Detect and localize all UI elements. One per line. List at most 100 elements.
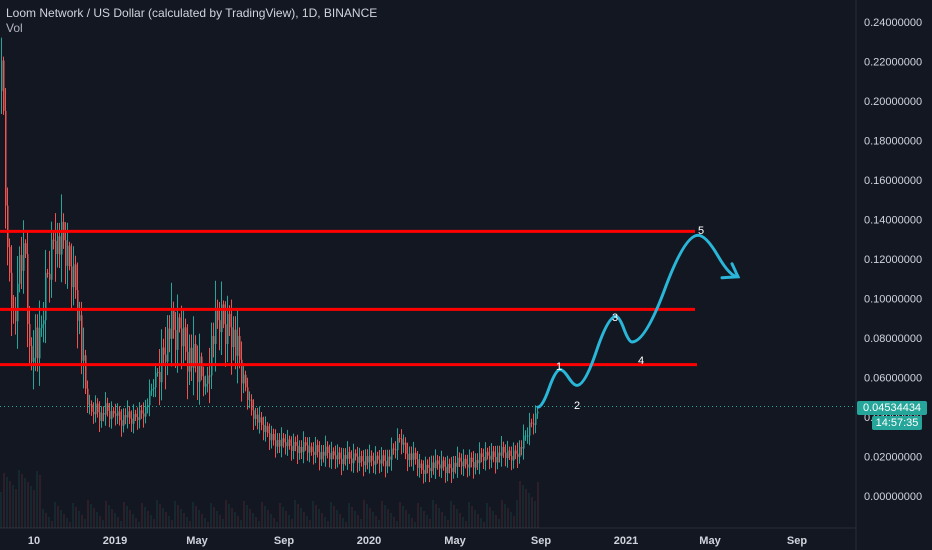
candle-body — [259, 417, 261, 423]
volume-bar — [30, 486, 32, 528]
candle-body — [43, 320, 45, 325]
candle-body — [339, 452, 341, 459]
candle-body — [381, 455, 383, 464]
candle-body — [77, 290, 79, 321]
candle-body — [177, 317, 179, 350]
volume-bar — [384, 505, 386, 528]
volume-bar — [387, 509, 389, 528]
candle-body — [521, 447, 523, 449]
volume-bar — [297, 504, 299, 528]
candle-body — [395, 449, 397, 451]
candle-body — [59, 236, 61, 255]
candle-body — [95, 403, 97, 415]
volume-bar — [204, 518, 206, 528]
candle-body — [317, 445, 319, 453]
candle-body — [417, 459, 419, 468]
candle-body — [103, 413, 105, 415]
volume-bar — [111, 509, 113, 528]
volume-bar — [492, 511, 494, 528]
x-tick-label: 2020 — [357, 535, 381, 547]
volume-bar — [348, 503, 350, 528]
volume-bar — [372, 512, 374, 528]
volume-bar — [57, 506, 59, 528]
volume-bar — [324, 517, 326, 528]
volume-bar — [123, 502, 125, 528]
candle-body — [353, 453, 355, 464]
candle-body — [55, 240, 57, 255]
volume-bar — [429, 519, 431, 528]
candle-body — [533, 423, 535, 425]
candle-body — [21, 255, 23, 271]
candle-body — [113, 411, 115, 414]
volume-bar — [480, 518, 482, 528]
volume-bar — [258, 521, 260, 528]
candle-body — [421, 463, 423, 470]
candle-body — [189, 347, 191, 372]
volume-bar — [342, 518, 344, 528]
candle-body — [81, 315, 83, 361]
candle-body — [171, 310, 173, 339]
volume-bar — [9, 481, 11, 528]
candle-body — [65, 240, 67, 266]
candle-body — [343, 454, 345, 465]
candle-body — [483, 456, 485, 461]
volume-bar — [507, 508, 509, 528]
candle-body — [337, 452, 339, 460]
candle-body — [249, 399, 251, 401]
candle-body — [193, 343, 195, 368]
candle-body — [397, 437, 399, 451]
volume-bar — [171, 520, 173, 528]
candle-body — [91, 404, 93, 412]
wave-label: 1 — [556, 361, 562, 373]
volume-bar — [450, 501, 452, 528]
candle-body — [407, 453, 409, 461]
x-tick-label: May — [699, 535, 721, 547]
candle-body — [429, 467, 431, 472]
volume-bar — [168, 516, 170, 528]
volume-bar — [126, 506, 128, 528]
candle-body — [511, 456, 513, 461]
volume-bar — [369, 508, 371, 528]
volume-bar — [474, 510, 476, 528]
volume-bar — [240, 520, 242, 528]
y-tick-label: 0.10000000 — [864, 294, 922, 306]
candle-body — [121, 420, 123, 426]
candle-body — [47, 272, 49, 274]
candle-body — [173, 310, 175, 331]
candle-body — [375, 455, 377, 465]
volume-bar — [537, 482, 539, 528]
candle-body — [29, 324, 31, 346]
volume-bar — [378, 520, 380, 528]
volume-bar — [180, 509, 182, 528]
candle-body — [283, 438, 285, 443]
volume-bar — [402, 506, 404, 528]
volume-bar — [147, 511, 149, 528]
candle-body — [225, 324, 227, 344]
candle-body — [257, 414, 259, 423]
volume-bar — [486, 503, 488, 528]
volume-bar — [318, 509, 320, 528]
volume-bar — [39, 475, 41, 528]
candle-body — [163, 347, 165, 355]
candle-body — [355, 453, 357, 457]
candle-body — [329, 452, 331, 460]
projection-arrow-head — [720, 262, 741, 280]
candle-body — [289, 439, 291, 446]
candle-body — [191, 347, 193, 368]
candle-body — [437, 460, 439, 465]
candle-body — [87, 388, 89, 405]
candle-body — [131, 418, 133, 424]
volume-bar — [498, 519, 500, 528]
candle-body — [531, 422, 533, 424]
volume-bar — [42, 509, 44, 528]
candle-body — [37, 327, 39, 359]
candle-body — [305, 442, 307, 446]
candle-body — [125, 415, 127, 418]
volume-bar — [399, 502, 401, 528]
candle-body — [373, 460, 375, 465]
candle-body — [435, 460, 437, 468]
candle-body — [413, 452, 415, 460]
candle-body — [237, 336, 239, 356]
candle-body — [321, 451, 323, 460]
